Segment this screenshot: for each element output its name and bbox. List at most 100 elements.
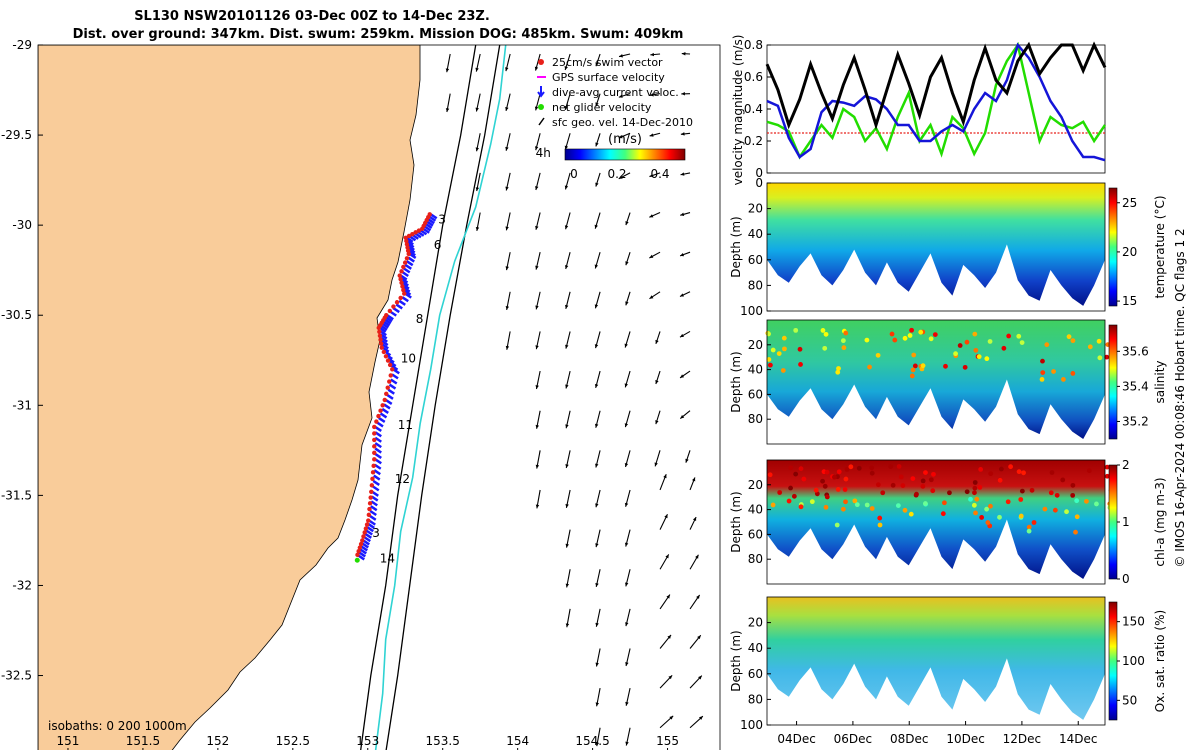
profile-dot (836, 469, 842, 475)
profile-dot (914, 491, 919, 497)
depth-tick-label: 20 (748, 478, 763, 492)
profile-dot (864, 337, 870, 343)
geo-arrow-head (565, 503, 569, 508)
profile-dot (1097, 355, 1103, 361)
geo-arrow-head (668, 675, 673, 680)
profile-dot (1104, 354, 1110, 360)
profile-dot (896, 464, 902, 469)
profile-dot (822, 483, 828, 489)
legend-gps-label: GPS surface velocity (552, 71, 665, 84)
geo-arrow-head (595, 142, 599, 147)
chlorophyll-colorbar-label: chl-a (mg m-3) (1153, 477, 1167, 566)
dive-avg-current-vector (386, 393, 394, 400)
profile-dot (813, 487, 819, 493)
geo-arrow-head (618, 94, 623, 98)
profile-dot (1031, 520, 1037, 525)
depth-axis-label: Depth (m) (729, 216, 743, 277)
swim-vector-point (381, 349, 387, 355)
profile-dot (1039, 376, 1045, 382)
depth-tick-label: 20 (748, 202, 763, 216)
geo-arrow-head (680, 252, 685, 257)
depth-tick-label: 40 (748, 641, 763, 655)
colorbar-tick-label: 35.2 (1122, 414, 1149, 428)
swim-vector-point (378, 337, 383, 342)
swim-vector-point (378, 341, 384, 346)
oxygen-colorbar-label: Ox. sat. ratio (%) (1153, 610, 1167, 712)
velocity-y-tick-label: 0.4 (744, 102, 763, 116)
profile-dot (832, 474, 837, 480)
profile-dot (1070, 492, 1076, 498)
geo-arrow-head (564, 105, 568, 110)
geo-arrow-head (680, 172, 685, 176)
profile-dot (1070, 482, 1076, 488)
salinity-section-panel: 20 40 60 80 Depth (m) 35.2 35.4 35.6 salinity (729, 319, 1167, 445)
dive-avg-current-vector (388, 383, 397, 390)
colorbar-tick-label: 2 (1122, 458, 1130, 472)
colorbar-tick-label: 1 (1122, 515, 1130, 529)
geo-arrow-head (650, 52, 655, 57)
legend-item-net: net glider velocity (538, 101, 652, 114)
profile-dot (1084, 498, 1089, 504)
swim-vector-point (368, 495, 373, 500)
profile-dot (1006, 333, 1012, 339)
profile-dot (997, 514, 1002, 520)
geo-arrow-head (565, 543, 569, 548)
swim-vector-point (404, 256, 410, 261)
geo-arrow-head (535, 424, 540, 429)
dive-avg-current-vector (404, 263, 412, 270)
profile-dot (920, 483, 926, 489)
profile-dot (940, 511, 946, 517)
isobath-200m (360, 45, 477, 750)
profile-dot (930, 488, 936, 494)
depth-tick-label: 40 (748, 227, 763, 241)
dive-avg-current-vector (381, 343, 389, 350)
geo-arrow-head (564, 225, 569, 230)
geo-arrow-head (595, 182, 599, 187)
dive-avg-current-vector (382, 320, 391, 327)
legend-item-gps: GPS surface velocity (537, 71, 665, 84)
map-lat-tick-label: -32 (12, 578, 32, 592)
profile-dot (797, 346, 803, 352)
swim-vector-point (387, 308, 393, 314)
profile-dot (1018, 497, 1024, 502)
legend-net-label: net glider velocity (552, 101, 652, 114)
oxygen-section-field (767, 597, 1105, 720)
map-lat-tick-label: -29.5 (1, 128, 32, 142)
profile-dot (820, 328, 826, 333)
swim-vector-point (416, 228, 422, 233)
geo-arrow-head (654, 462, 658, 467)
geo-arrow-head (625, 261, 629, 266)
swim-vector-point (406, 251, 411, 257)
geo-arrow-head (595, 102, 599, 107)
dive-avg-current-vector (391, 373, 399, 380)
swim-vector-point (402, 260, 408, 265)
geo-arrow-head (475, 187, 480, 192)
geo-arrow-head (625, 662, 629, 666)
geo-arrow-head (564, 145, 569, 150)
geo-arrow-head (624, 463, 629, 467)
dive-avg-current-vector (427, 218, 435, 225)
geo-arrow-head (505, 226, 509, 231)
depth-tick-label: 60 (748, 667, 763, 681)
profile-dot (801, 476, 807, 482)
speed-colorbar-tick-2: 0.4 (650, 167, 669, 181)
swim-vector-point (364, 522, 370, 527)
profile-dot (1104, 464, 1110, 470)
velocity-panel-frame (766, 44, 1106, 174)
profile-dot (852, 498, 858, 504)
profile-dot (1040, 370, 1046, 375)
geo-arrow-head (625, 741, 629, 746)
dive-avg-current-vector (366, 526, 374, 533)
profile-dot (957, 343, 963, 348)
profile-dot (823, 504, 829, 510)
depth-tick-label: 60 (748, 253, 763, 267)
profile-dot (910, 367, 916, 373)
depth-axis-label: Depth (m) (729, 351, 743, 412)
geo-arrow-head (535, 305, 539, 310)
swim-vector-point (372, 457, 377, 462)
map-lat-tick-label: -29 (12, 38, 32, 52)
geo-arrow-head (624, 343, 628, 348)
colorbar-tick-label: 50 (1122, 693, 1137, 707)
